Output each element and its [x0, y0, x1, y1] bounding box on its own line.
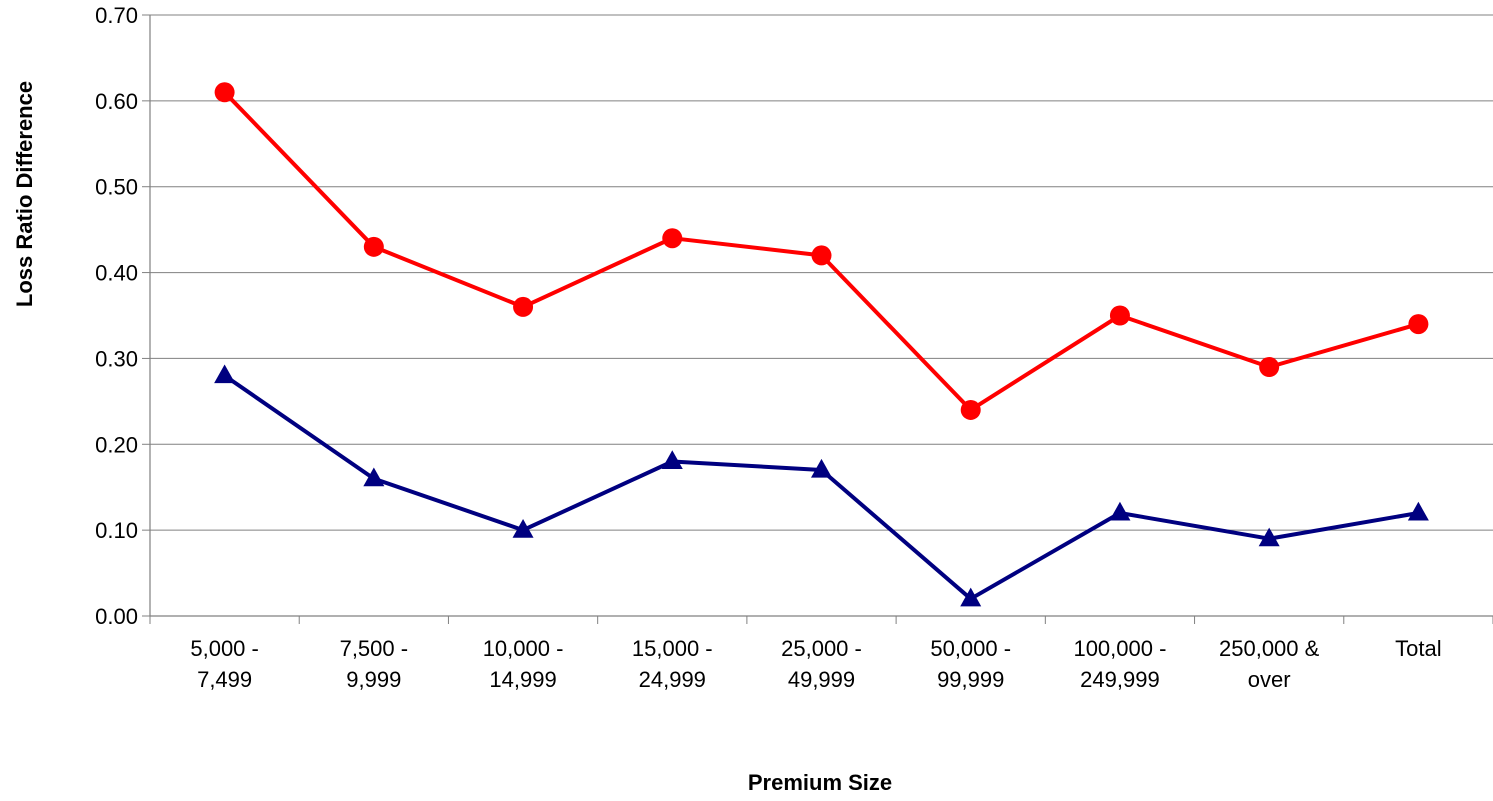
data-point [1407, 501, 1429, 521]
y-tick-label: 0.50 [95, 175, 138, 200]
y-tick-label: 0.40 [95, 261, 138, 286]
series-line [223, 373, 1419, 601]
x-tick-label: 250,000 & over [1219, 636, 1320, 692]
data-point [1258, 527, 1280, 547]
x-tick-label: 25,000 -49,999 [781, 636, 862, 692]
data-point [811, 458, 832, 478]
x-tick-label: 50,000 -99,999 [930, 636, 1011, 692]
data-point [214, 82, 235, 103]
y-axis-title: Loss Ratio Difference [12, 81, 37, 307]
y-tick-label: 0.00 [95, 604, 138, 629]
x-tick-label: Total [1395, 636, 1441, 661]
data-point [811, 245, 832, 266]
series-1 [214, 82, 1429, 420]
y-tick-label: 0.30 [95, 346, 138, 371]
data-point [662, 228, 683, 249]
series-2 [214, 364, 1429, 607]
x-tick-label: 5,000 -7,499 [190, 636, 259, 692]
data-point [1259, 357, 1280, 378]
data-point [661, 450, 683, 470]
x-tick-label: 100,000 -249,999 [1073, 636, 1166, 692]
x-tick-labels: 5,000 -7,499 7,500 -9,999 10,000 -14,999 15… [190, 636, 1441, 692]
x-tick-label: 7,500 -9,999 [340, 636, 409, 692]
data-point [513, 296, 534, 317]
data-point [214, 364, 236, 384]
y-tick-label: 0.70 [95, 3, 138, 28]
y-tick-labels: 0.00 0.10 0.20 0.30 0.40 0.50 0.60 0.70 [95, 3, 138, 629]
data-point [960, 587, 982, 607]
data-point [363, 467, 385, 487]
data-point [1109, 305, 1130, 326]
data-point [512, 518, 534, 538]
data-point [1109, 501, 1131, 521]
axes [142, 14, 1493, 624]
x-tick-label: 10,000 -14,999 [483, 636, 564, 692]
x-axis-title: Premium Size [748, 770, 892, 795]
y-tick-label: 0.20 [95, 432, 138, 457]
data-point [960, 399, 981, 420]
series [214, 82, 1429, 607]
x-tick-label: 15,000 -24,999 [632, 636, 713, 692]
y-tick-label: 0.10 [95, 518, 138, 543]
data-point [1408, 314, 1429, 335]
data-point [363, 236, 384, 257]
gridlines [150, 14, 1493, 531]
y-tick-label: 0.60 [95, 89, 138, 114]
